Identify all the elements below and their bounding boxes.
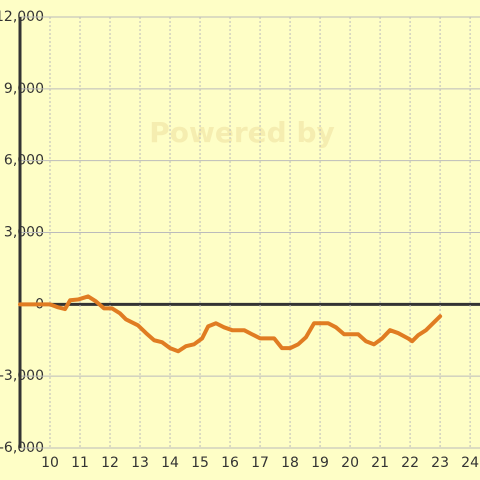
x-tick-label: 10 bbox=[41, 455, 59, 471]
x-tick-label: 18 bbox=[281, 455, 299, 471]
x-tick-label: 23 bbox=[431, 455, 449, 471]
x-tick-label: 11 bbox=[71, 455, 89, 471]
x-tick-label: 22 bbox=[401, 455, 419, 471]
watermark: Powered by bbox=[149, 116, 335, 149]
x-tick-label: 13 bbox=[131, 455, 149, 471]
x-tick-label: 24 bbox=[461, 455, 479, 471]
x-tick-label: 21 bbox=[371, 455, 389, 471]
x-tick-label: 17 bbox=[251, 455, 269, 471]
x-tick-label: 16 bbox=[221, 455, 239, 471]
line-series bbox=[18, 294, 443, 354]
x-tick-label: 15 bbox=[191, 455, 209, 471]
x-tick-label: 12 bbox=[101, 455, 119, 471]
x-tick-label: 20 bbox=[341, 455, 359, 471]
x-tick-label: 14 bbox=[161, 455, 179, 471]
x-tick-label: 19 bbox=[311, 455, 329, 471]
